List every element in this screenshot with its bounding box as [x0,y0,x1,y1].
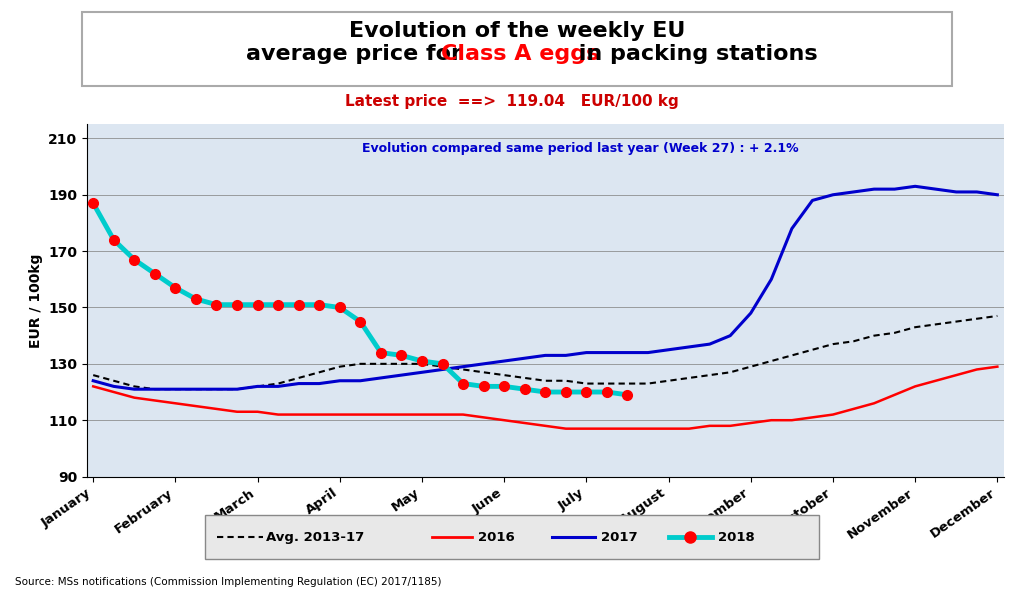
Text: in packing stations: in packing stations [571,44,818,65]
Text: 2016: 2016 [478,531,515,543]
Text: Source: MSs notifications (Commission Implementing Regulation (EC) 2017/1185): Source: MSs notifications (Commission Im… [15,577,442,587]
Text: average price for: average price for [246,44,470,65]
Text: Avg. 2013-17: Avg. 2013-17 [266,531,365,543]
Text: Latest price  ==>  119.04   EUR/100 kg: Latest price ==> 119.04 EUR/100 kg [345,94,679,109]
Text: 2018: 2018 [718,531,755,543]
Y-axis label: EUR / 100kg: EUR / 100kg [29,253,43,348]
Text: 2017: 2017 [601,531,638,543]
Text: Evolution of the weekly EU: Evolution of the weekly EU [349,21,685,41]
FancyBboxPatch shape [205,515,819,559]
Text: Evolution compared same period last year (Week 27) : + 2.1%: Evolution compared same period last year… [362,142,799,155]
Text: Class A eggs: Class A eggs [441,44,599,65]
Text: average price for Class A eggs in packing stations: average price for Class A eggs in packin… [203,44,831,65]
